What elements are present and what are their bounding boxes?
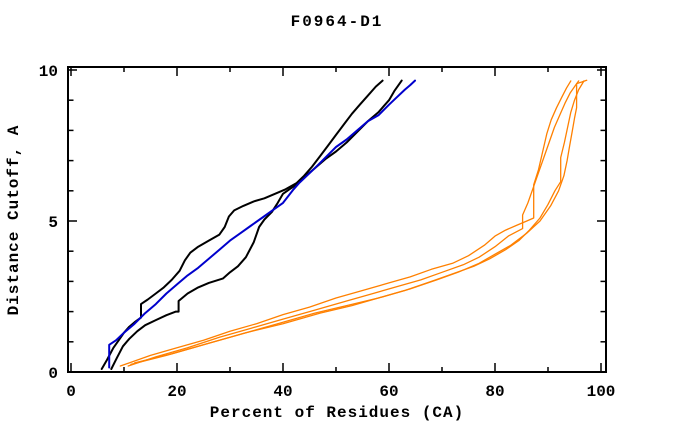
plot-frame <box>67 66 607 373</box>
x-tick-label: 20 <box>167 383 186 401</box>
orange-curve-2 <box>127 80 580 367</box>
orange-curve-4 <box>133 79 588 364</box>
y-tick-label: 0 <box>48 365 58 383</box>
x-tick-label: 40 <box>273 383 292 401</box>
x-tick-label: 80 <box>485 383 504 401</box>
x-tick-label: 60 <box>379 383 398 401</box>
blue-curve <box>108 79 416 369</box>
x-tick-label: 0 <box>66 383 76 401</box>
y-tick-label: 5 <box>48 214 58 232</box>
orange-curve-1 <box>119 80 572 367</box>
orange-curve-3 <box>130 80 585 366</box>
y-axis-label: Distance Cutoff, A <box>5 124 23 316</box>
x-tick-label: 100 <box>587 383 616 401</box>
x-axis-label: Percent of Residues (CA) <box>209 404 465 422</box>
y-tick-label: 10 <box>39 63 58 81</box>
black-curve-2 <box>110 79 403 370</box>
chart-title: F0964-D1 <box>290 13 384 31</box>
